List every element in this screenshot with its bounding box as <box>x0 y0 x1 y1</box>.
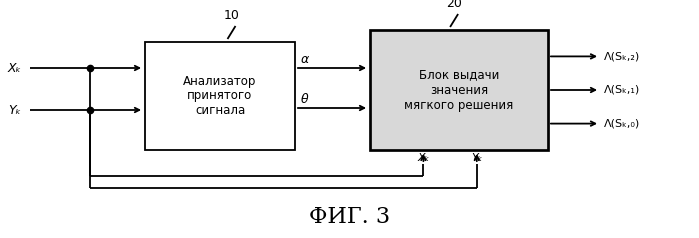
Text: α: α <box>301 53 309 66</box>
Text: Анализатор
принятого
сигнала: Анализатор принятого сигнала <box>183 74 257 118</box>
Text: Xₖ: Xₖ <box>417 153 430 163</box>
Text: 10: 10 <box>224 9 240 22</box>
Text: 20: 20 <box>446 0 462 10</box>
Text: ФИГ. 3: ФИГ. 3 <box>310 206 391 228</box>
Bar <box>370 30 548 150</box>
Text: Yₖ: Yₖ <box>8 104 21 116</box>
Bar <box>145 42 295 150</box>
Text: Yₖ: Yₖ <box>471 153 482 163</box>
Text: θ: θ <box>301 93 309 106</box>
Text: Xₖ: Xₖ <box>8 61 22 74</box>
Text: Λ(Sₖ,₀): Λ(Sₖ,₀) <box>604 119 640 129</box>
Text: Λ(Sₖ,₁): Λ(Sₖ,₁) <box>604 85 640 95</box>
Text: Блок выдачи
значения
мягкого решения: Блок выдачи значения мягкого решения <box>405 69 514 111</box>
Text: Λ(Sₖ,₂): Λ(Sₖ,₂) <box>604 51 640 61</box>
